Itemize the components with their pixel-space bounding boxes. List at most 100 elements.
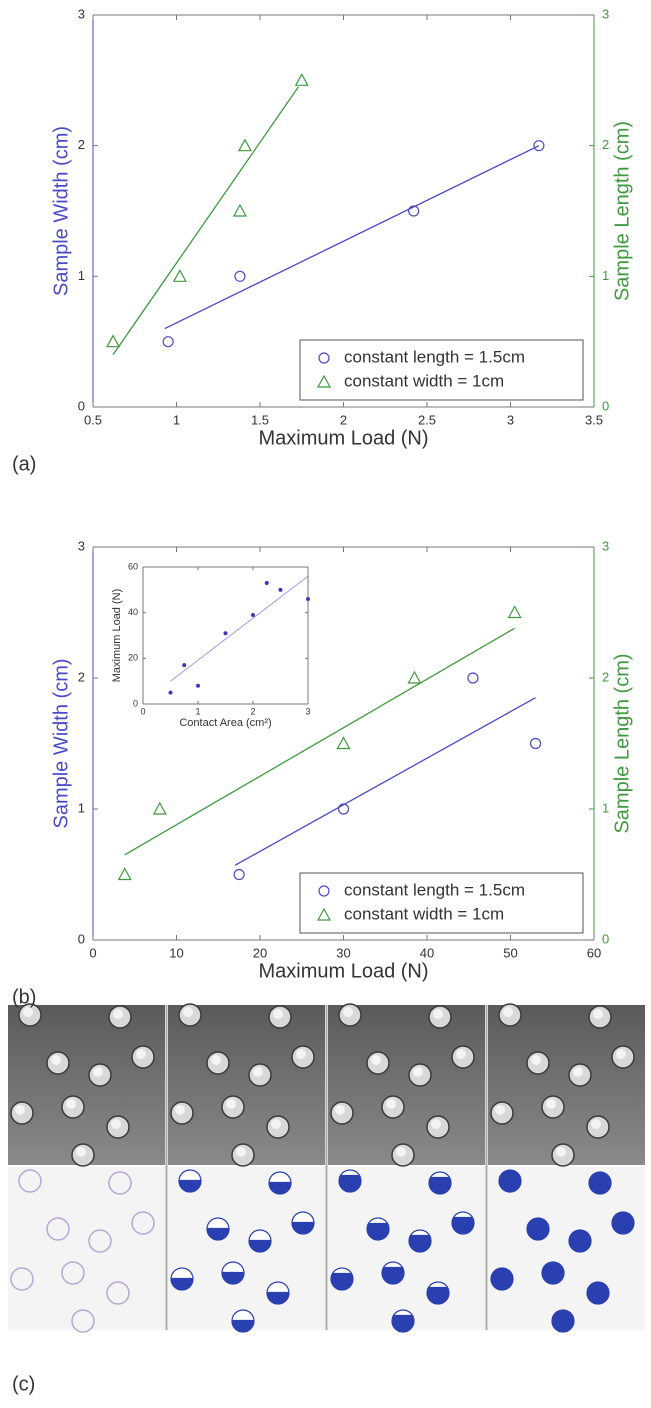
panel-label: (a) <box>12 453 36 475</box>
y2-tick-label: 2 <box>602 669 609 684</box>
pillar-highlight <box>183 1007 193 1017</box>
x-tick-label: 2 <box>340 412 347 427</box>
legend-box <box>299 339 584 401</box>
x-tick-label: 1 <box>195 706 200 716</box>
y-tick-label: 40 <box>128 607 138 617</box>
pillar-highlight <box>531 1055 541 1065</box>
point <box>223 631 228 636</box>
plot-area <box>143 567 308 704</box>
micrograph <box>168 1005 325 1165</box>
x-tick-label: 0 <box>89 945 96 960</box>
point <box>237 138 252 152</box>
fit-line <box>234 697 536 866</box>
legend-box <box>299 872 584 934</box>
point <box>117 867 132 881</box>
pad-fill <box>381 1266 405 1284</box>
fit-line <box>170 575 309 682</box>
pad-fill <box>367 1222 389 1240</box>
pad-fill <box>232 1319 254 1332</box>
pillar-highlight <box>371 1055 381 1065</box>
pillar-highlight <box>175 1105 185 1115</box>
pad <box>71 1309 95 1333</box>
y2-tick-label: 0 <box>602 931 609 946</box>
y-axis-label: Sample Width (cm) <box>50 658 72 828</box>
y-tick-label: 3 <box>78 6 85 21</box>
point <box>162 336 174 348</box>
y2-tick-label: 1 <box>602 800 609 815</box>
point <box>264 580 269 585</box>
pillar-highlight <box>226 1099 236 1109</box>
pad-fill <box>292 1221 314 1235</box>
pad-fill <box>589 1172 611 1194</box>
pillar-highlight <box>413 1067 423 1077</box>
pad-fill <box>542 1262 564 1284</box>
pillar-highlight <box>51 1055 61 1065</box>
pillar-highlight <box>296 1049 306 1059</box>
pad-fill <box>587 1282 609 1304</box>
pillar-highlight <box>573 1067 583 1077</box>
y-tick-label: 20 <box>128 653 138 663</box>
schematic <box>168 1167 325 1330</box>
pad <box>10 1267 34 1291</box>
schematic <box>8 1167 165 1330</box>
pad-fill <box>409 1234 431 1252</box>
pillar-highlight <box>591 1119 601 1129</box>
schematic <box>328 1167 485 1330</box>
x-tick-label: 3 <box>507 412 514 427</box>
x-tick-label: 3 <box>305 706 310 716</box>
pad-fill <box>331 1272 353 1290</box>
pad-fill <box>339 1174 361 1192</box>
y-tick-label: 2 <box>78 137 85 152</box>
pillar-highlight <box>136 1049 146 1059</box>
pillar-highlight <box>386 1099 396 1109</box>
y-tick-label: 0 <box>78 931 85 946</box>
fit-line <box>112 86 299 356</box>
image-panel <box>8 1003 645 1333</box>
point <box>233 868 245 881</box>
pad-fill <box>527 1218 549 1240</box>
y-tick-label: 1 <box>78 268 85 283</box>
pad <box>46 1217 70 1241</box>
x-tick-label: 3.5 <box>585 412 603 427</box>
point <box>408 205 420 217</box>
x-tick-label: 1 <box>173 412 180 427</box>
pad <box>88 1229 112 1253</box>
pad-fill <box>452 1216 474 1234</box>
y2-tick-label: 3 <box>602 6 609 21</box>
pad-fill <box>179 1179 201 1192</box>
pillar-highlight <box>66 1099 76 1109</box>
pillar-highlight <box>335 1105 345 1115</box>
y-axis-label: Maximum Load (N) <box>111 589 123 683</box>
y-tick-label: 0 <box>78 398 85 413</box>
x-tick-label: 50 <box>503 945 517 960</box>
y2-tick-label: 2 <box>602 137 609 152</box>
pad-fill <box>569 1230 591 1252</box>
x-axis-label: Contact Area (cm²) <box>179 717 271 729</box>
schematic <box>488 1167 645 1330</box>
pad-fill <box>269 1181 291 1194</box>
x-axis-label: Maximum Load (N) <box>258 960 428 982</box>
pad <box>106 1281 130 1305</box>
y2-tick-label: 3 <box>602 538 609 553</box>
pillar-highlight <box>211 1055 221 1065</box>
y-tick-label: 60 <box>128 561 138 571</box>
pillar-highlight <box>343 1007 353 1017</box>
y2-tick-label: 0 <box>602 398 609 413</box>
legend-label: constant length = 1.5cm <box>344 347 525 366</box>
pillar-highlight <box>546 1099 556 1109</box>
x-tick-label: 1.5 <box>251 412 269 427</box>
pillar-highlight <box>433 1009 443 1019</box>
point <box>407 670 422 684</box>
legend: constant length = 1.5cm constant width = … <box>299 339 584 401</box>
x-tick-label: 0.5 <box>84 412 102 427</box>
pillar-highlight <box>593 1009 603 1019</box>
pillar-highlight <box>495 1105 505 1115</box>
point <box>152 801 167 815</box>
fit-line <box>124 627 516 856</box>
point <box>533 140 545 152</box>
pad-fill <box>222 1271 244 1285</box>
point <box>467 672 479 684</box>
panel-label: (b) <box>12 986 36 1008</box>
point <box>168 690 173 695</box>
pillar-highlight <box>111 1119 121 1129</box>
